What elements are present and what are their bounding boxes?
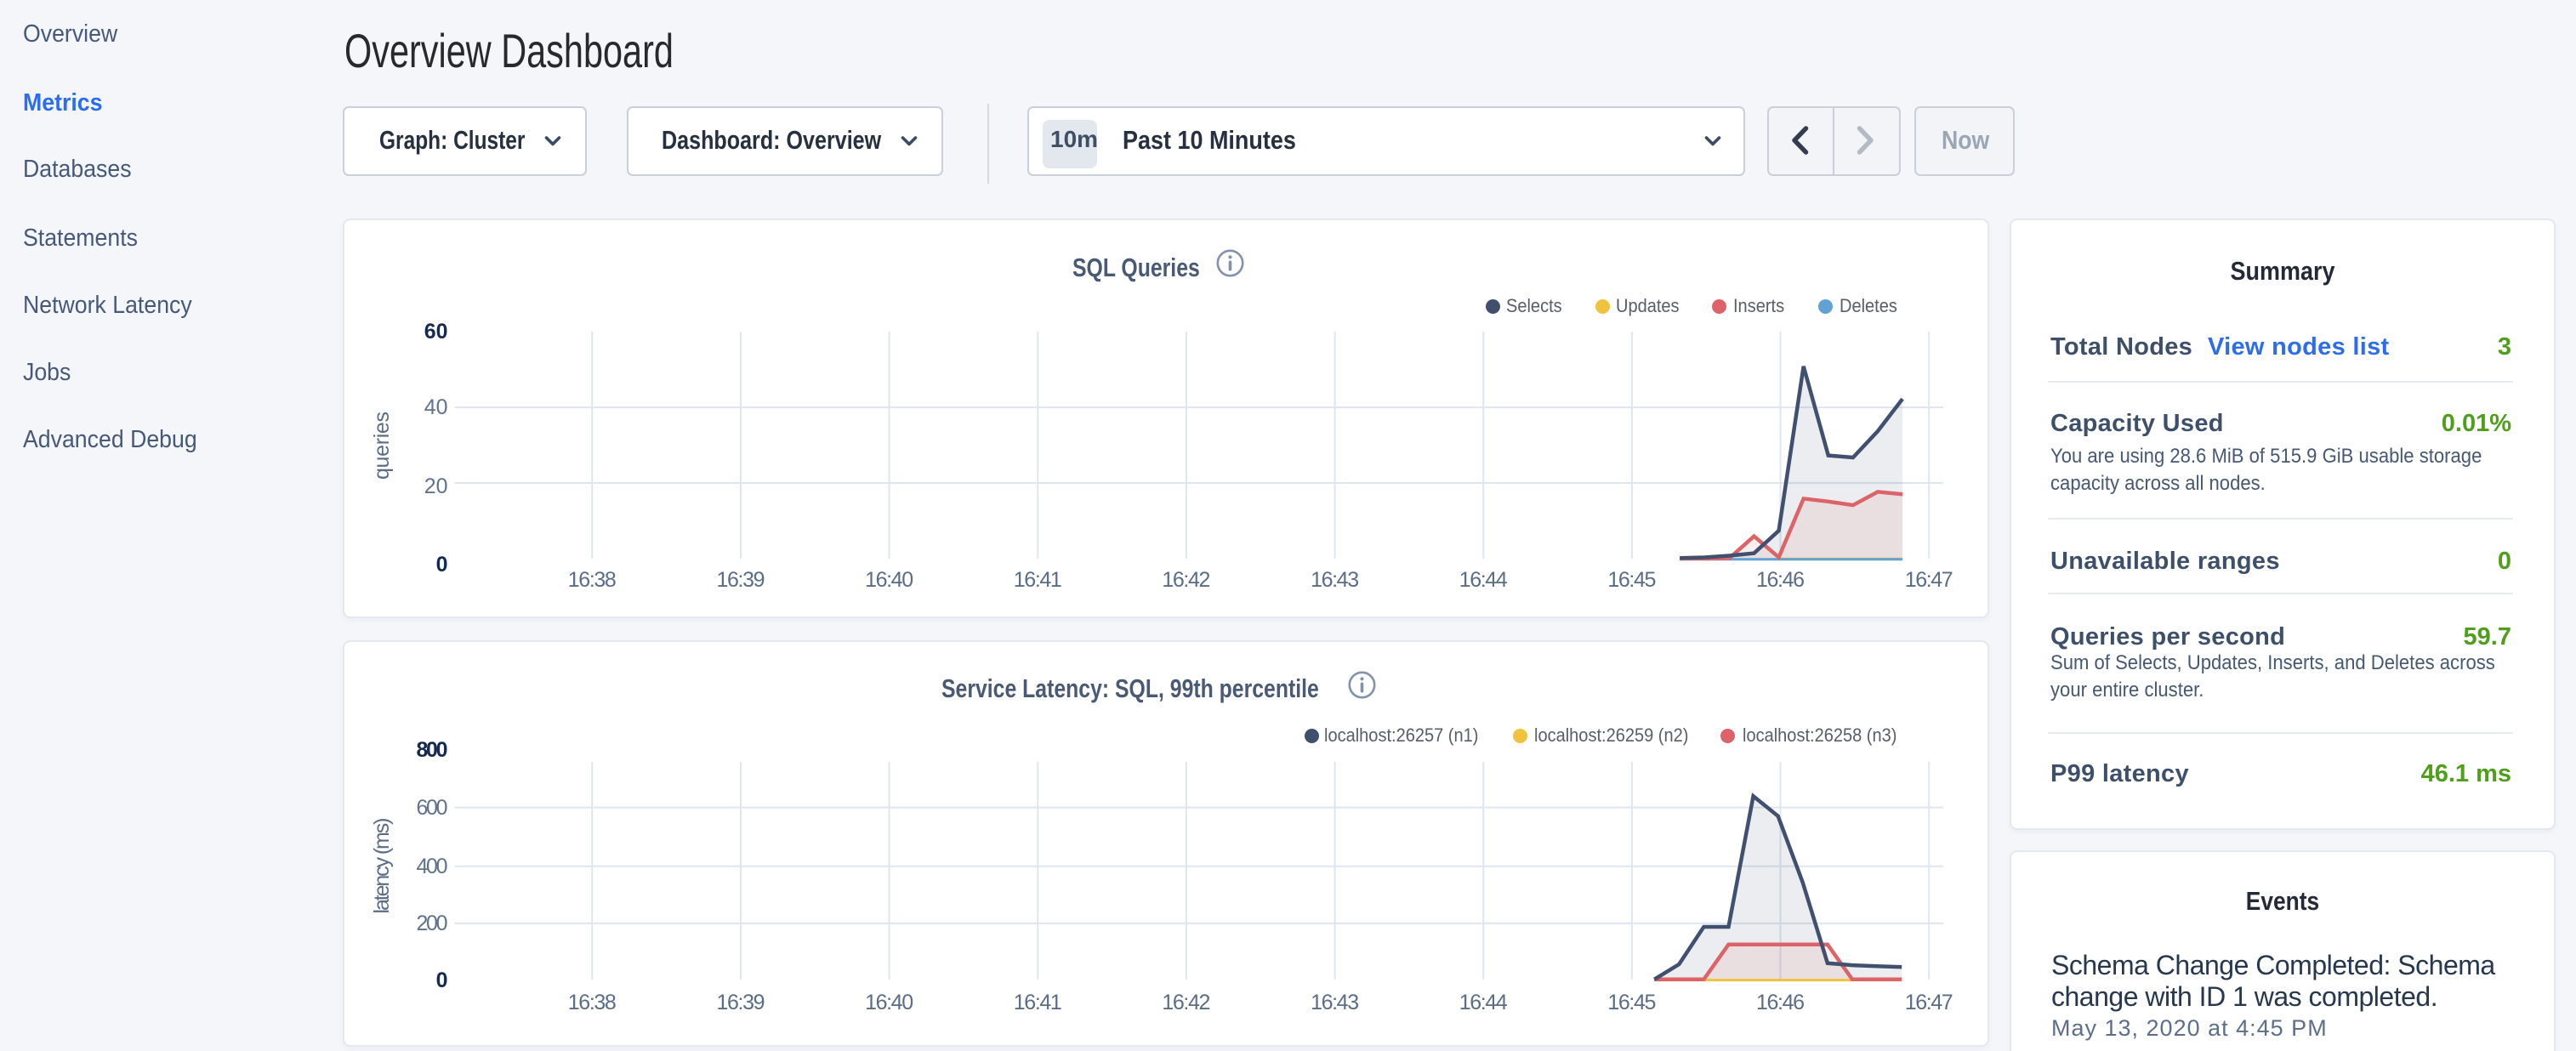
svg-text:16:42: 16:42 <box>1162 568 1210 592</box>
svg-text:16:42: 16:42 <box>1162 991 1210 1014</box>
svg-text:200: 200 <box>417 912 448 935</box>
svg-text:16:38: 16:38 <box>568 991 617 1014</box>
svg-text:60: 60 <box>424 320 448 344</box>
svg-text:16:41: 16:41 <box>1014 568 1062 592</box>
svg-text:16:39: 16:39 <box>717 991 765 1014</box>
svg-text:40: 40 <box>424 395 448 419</box>
svg-text:16:46: 16:46 <box>1756 568 1805 592</box>
svg-text:16:41: 16:41 <box>1014 991 1062 1014</box>
svg-text:16:39: 16:39 <box>717 568 765 592</box>
svg-text:400: 400 <box>417 855 448 878</box>
svg-text:16:47: 16:47 <box>1905 568 1953 592</box>
svg-text:16:45: 16:45 <box>1607 568 1656 592</box>
svg-text:16:47: 16:47 <box>1905 991 1953 1014</box>
svg-text:16:43: 16:43 <box>1311 991 1359 1014</box>
svg-text:800: 800 <box>417 738 448 762</box>
svg-text:16:40: 16:40 <box>865 568 913 592</box>
svg-text:0: 0 <box>436 969 448 992</box>
svg-text:20: 20 <box>424 474 448 498</box>
svg-text:16:38: 16:38 <box>568 568 617 592</box>
svg-text:600: 600 <box>417 796 448 820</box>
svg-text:latency (ms): latency (ms) <box>370 818 394 914</box>
svg-text:16:44: 16:44 <box>1459 568 1508 592</box>
svg-text:16:40: 16:40 <box>865 991 913 1014</box>
svg-text:queries: queries <box>370 412 394 480</box>
svg-text:0: 0 <box>436 553 448 577</box>
svg-text:16:44: 16:44 <box>1459 991 1508 1014</box>
svg-text:16:43: 16:43 <box>1311 568 1359 592</box>
svg-text:16:45: 16:45 <box>1607 991 1656 1014</box>
svg-text:16:46: 16:46 <box>1756 991 1805 1014</box>
